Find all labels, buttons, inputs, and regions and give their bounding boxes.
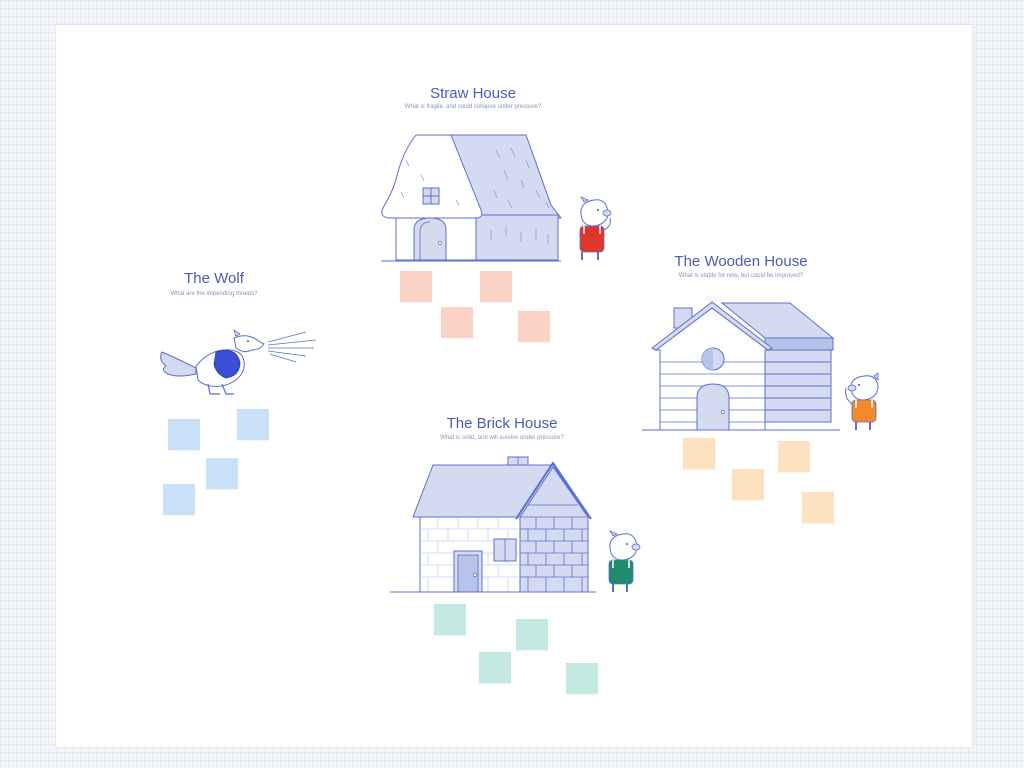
wolf-title: The Wolf	[184, 270, 244, 287]
sticky-note[interactable]	[518, 311, 550, 342]
straw-house-illustration	[381, 134, 562, 262]
brick-pig-illustration	[608, 530, 641, 592]
sticky-note[interactable]	[566, 663, 598, 694]
wooden-house-title: The Wooden House	[674, 253, 808, 270]
sticky-note[interactable]	[237, 409, 269, 440]
sticky-note[interactable]	[480, 271, 512, 302]
wooden-house-subtitle: What is stable for now, but could be imp…	[678, 273, 804, 279]
sticky-note[interactable]	[683, 438, 715, 469]
wooden-house-illustration	[642, 301, 840, 431]
brick-house-illustration	[390, 456, 596, 593]
sticky-note[interactable]	[400, 271, 432, 302]
brick-house-title: The Brick House	[446, 415, 558, 432]
straw-house-title: Straw House	[430, 85, 516, 102]
sticky-note[interactable]	[168, 419, 200, 450]
sticky-note[interactable]	[802, 492, 834, 523]
sticky-note[interactable]	[778, 441, 810, 472]
sticky-note[interactable]	[434, 604, 466, 635]
sticky-note[interactable]	[163, 484, 195, 515]
sticky-note[interactable]	[206, 458, 238, 489]
sticky-note[interactable]	[441, 307, 473, 338]
sticky-note[interactable]	[479, 652, 511, 683]
sticky-note[interactable]	[732, 469, 764, 500]
straw-pig-illustration	[579, 196, 612, 260]
wolf-illustration	[160, 329, 317, 395]
sticky-note[interactable]	[516, 619, 548, 650]
straw-house-subtitle: What is fragile, and could collapse unde…	[404, 104, 542, 110]
wolf-subtitle: What are the impending threats?	[170, 291, 258, 297]
brick-house-subtitle: What is solid, and will survive under pr…	[440, 435, 564, 441]
wood-pig-illustration	[845, 372, 879, 430]
